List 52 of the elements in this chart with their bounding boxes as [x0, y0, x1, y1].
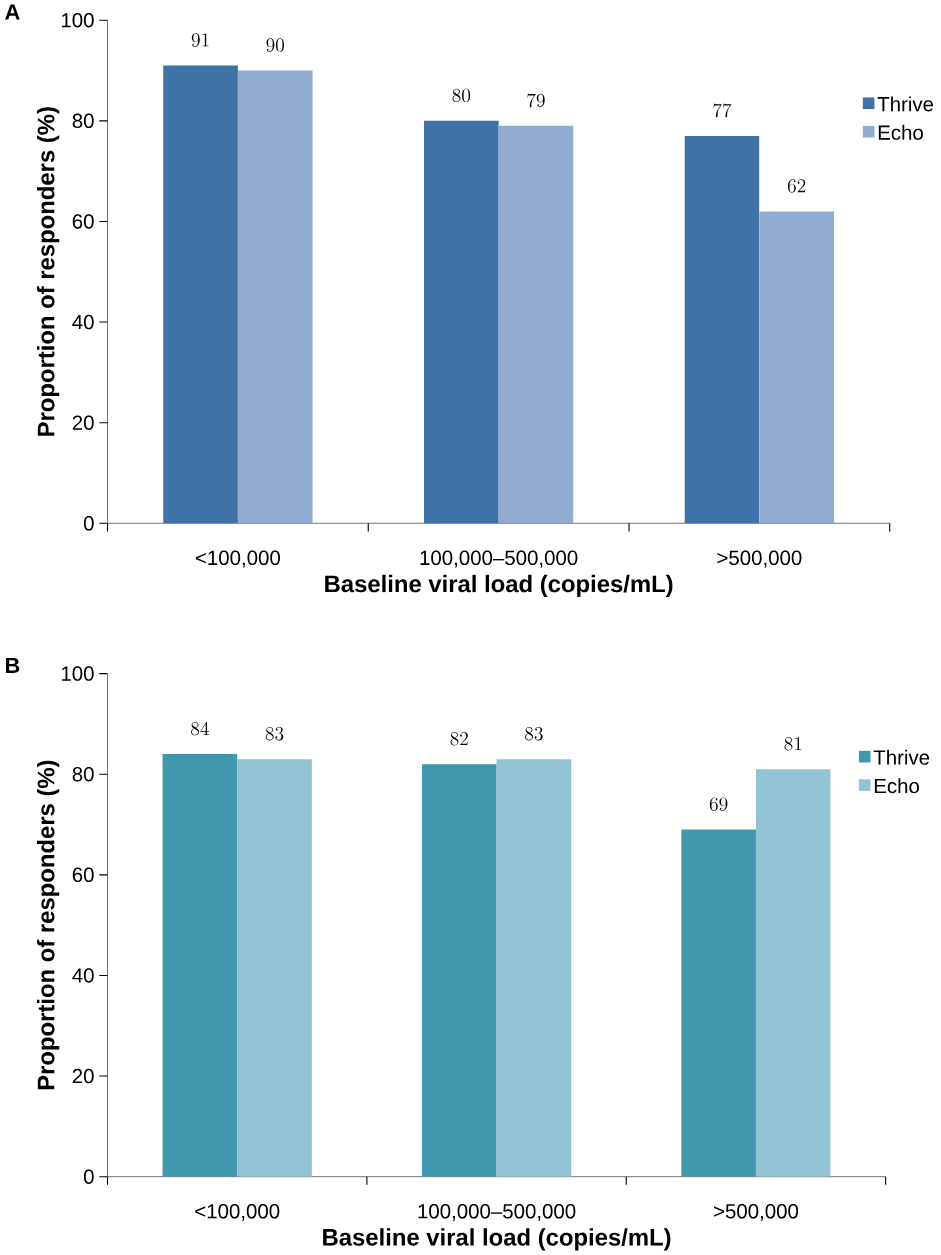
x-tick-label: 100,000–500,000 [418, 1203, 576, 1221]
data-label: 62 [787, 179, 806, 193]
data-label: 91 [191, 33, 209, 47]
x-axis-title: Baseline viral load (copies/mL) [325, 574, 673, 598]
x-tick-label: <100,000 [196, 550, 281, 568]
data-label: 82 [450, 731, 468, 746]
bar [681, 829, 757, 1177]
y-tick-label: 60 [72, 867, 94, 883]
y-axis-title: Proportion of responders (%) [37, 107, 60, 436]
data-label: 83 [525, 726, 543, 741]
y-tick-label: 40 [72, 314, 94, 330]
bar [237, 759, 312, 1177]
bar [496, 759, 572, 1177]
chart-title: B [6, 657, 20, 673]
data-label: 83 [265, 726, 284, 741]
legend-label: Thrive [873, 749, 930, 765]
bar [163, 65, 238, 524]
bar [424, 120, 499, 524]
data-label: 81 [784, 737, 802, 751]
bar [756, 769, 831, 1177]
bar [422, 764, 497, 1177]
bar [684, 135, 760, 524]
data-label: 77 [713, 103, 732, 118]
x-tick-label: 100,000–500,000 [420, 550, 578, 568]
y-tick-label: 20 [72, 1068, 94, 1084]
x-tick-label: >500,000 [714, 1203, 799, 1221]
y-tick-label: 80 [72, 113, 94, 129]
x-axis-title: Baseline viral load (copies/mL) [323, 1228, 671, 1251]
y-axis-title: Proportion of responders (%) [37, 760, 60, 1090]
bar [498, 125, 574, 524]
chart-title: A [5, 4, 20, 20]
data-label: 69 [709, 797, 728, 811]
y-tick-label: 60 [72, 214, 94, 229]
legend-label: Echo [878, 124, 924, 140]
bar [759, 211, 835, 524]
y-tick-label: 40 [72, 968, 94, 983]
data-label: 80 [452, 88, 471, 103]
legend-label: Echo [875, 778, 920, 794]
y-tick-label: 0 [84, 1169, 94, 1184]
y-tick-label: 0 [84, 516, 94, 531]
data-label: 90 [266, 38, 285, 52]
data-label: 84 [191, 721, 210, 736]
x-tick-label: <100,000 [195, 1203, 280, 1221]
bar [237, 70, 313, 524]
data-label: 79 [527, 93, 545, 108]
legend-label: Thrive [877, 96, 934, 112]
y-tick-label: 80 [72, 766, 94, 782]
y-tick-label: 20 [72, 415, 94, 430]
y-tick-label: 100 [62, 12, 94, 28]
y-tick-label: 100 [62, 666, 94, 681]
bar [162, 754, 238, 1177]
x-tick-label: >500,000 [717, 550, 802, 568]
